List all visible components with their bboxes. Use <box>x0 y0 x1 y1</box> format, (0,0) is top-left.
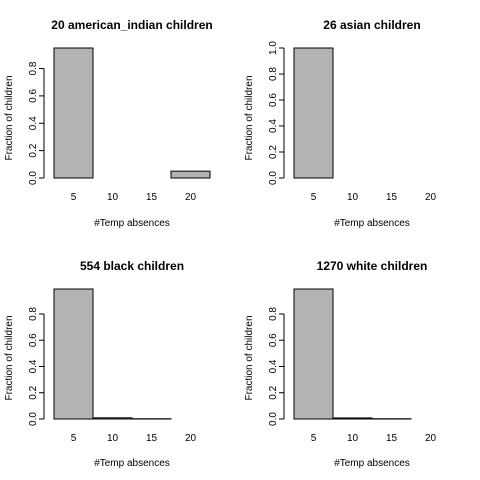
bars-group <box>293 288 412 420</box>
y-tick-label: 0.2 <box>28 385 39 399</box>
chart-panel-white: 1270 white children #Temp absences Fract… <box>244 259 436 469</box>
bar-5 <box>53 288 94 420</box>
y-axis-label: Fraction of children <box>4 75 15 160</box>
y-tick-label: 1.0 <box>268 41 279 55</box>
axes-group: 0.0 0.2 0.4 0.6 0.8 5 10 15 20 <box>28 307 196 444</box>
y-tick-label: 0.6 <box>268 333 279 347</box>
chart-panel-asian: 26 asian children #Temp absences Fractio… <box>244 18 436 229</box>
bar-10 <box>332 417 373 420</box>
x-axis-label: #Temp absences <box>334 218 410 229</box>
bar-5 <box>293 288 334 420</box>
y-tick-label: 0.6 <box>268 93 279 107</box>
bars-group <box>53 288 172 420</box>
y-tick-label: 0.0 <box>268 412 279 426</box>
chart-panel-american-indian: 20 american_indian children #Temp absenc… <box>4 18 213 229</box>
y-tick-label: 0.2 <box>268 385 279 399</box>
x-tick-label: 20 <box>425 192 437 203</box>
y-tick-label: 0.0 <box>268 171 279 185</box>
x-tick-label: 10 <box>107 192 119 203</box>
x-axis-label: #Temp absences <box>94 458 170 469</box>
y-tick-label: 0.2 <box>268 145 279 159</box>
y-tick-label: 0.8 <box>28 307 39 321</box>
chart-title: 554 black children <box>80 259 184 273</box>
y-axis-label: Fraction of children <box>4 315 15 400</box>
y-tick-label: 0.4 <box>268 359 279 373</box>
x-tick-label: 10 <box>107 433 119 444</box>
x-axis-label: #Temp absences <box>334 458 410 469</box>
y-tick-label: 0.0 <box>28 412 39 426</box>
y-tick-label: 0.0 <box>28 171 39 185</box>
x-tick-label: 20 <box>185 433 197 444</box>
chart-title: 26 asian children <box>323 18 420 32</box>
bars-group <box>53 47 211 179</box>
chart-panel-black: 554 black children #Temp absences Fracti… <box>4 259 196 469</box>
x-tick-label: 20 <box>185 192 197 203</box>
axes-group: 0.0 0.2 0.4 0.6 0.8 5 10 15 20 <box>268 307 436 444</box>
x-tick-label: 5 <box>71 433 77 444</box>
x-tick-label: 15 <box>386 433 398 444</box>
axes-group: 0.0 0.2 0.4 0.6 0.8 1.0 5 10 15 20 <box>268 41 436 203</box>
axes-group: 0.0 0.2 0.4 0.6 0.8 5 10 15 20 <box>28 61 196 203</box>
x-tick-label: 10 <box>347 433 359 444</box>
x-tick-label: 10 <box>347 192 359 203</box>
x-tick-label: 15 <box>146 192 158 203</box>
x-tick-label: 15 <box>386 192 398 203</box>
x-axis-label: #Temp absences <box>94 218 170 229</box>
y-tick-label: 0.6 <box>28 89 39 103</box>
y-tick-label: 0.4 <box>28 116 39 130</box>
chart-title: 20 american_indian children <box>51 18 212 32</box>
y-axis-label: Fraction of children <box>244 315 255 400</box>
x-tick-label: 20 <box>425 433 437 444</box>
x-tick-label: 5 <box>311 192 317 203</box>
bar-10 <box>92 417 133 420</box>
y-tick-label: 0.8 <box>268 67 279 81</box>
x-tick-label: 5 <box>311 433 317 444</box>
y-tick-label: 0.4 <box>28 359 39 373</box>
chart-title: 1270 white children <box>317 259 428 273</box>
bar-20 <box>170 170 211 179</box>
bar-5 <box>53 47 94 179</box>
bar-5 <box>293 47 334 179</box>
x-tick-label: 15 <box>146 433 158 444</box>
y-tick-label: 0.6 <box>28 333 39 347</box>
x-tick-label: 5 <box>71 192 77 203</box>
y-axis-label: Fraction of children <box>244 75 255 160</box>
y-tick-label: 0.8 <box>268 307 279 321</box>
y-tick-label: 0.4 <box>268 119 279 133</box>
bars-group <box>293 47 334 179</box>
y-tick-label: 0.8 <box>28 61 39 75</box>
y-tick-label: 0.2 <box>28 143 39 157</box>
